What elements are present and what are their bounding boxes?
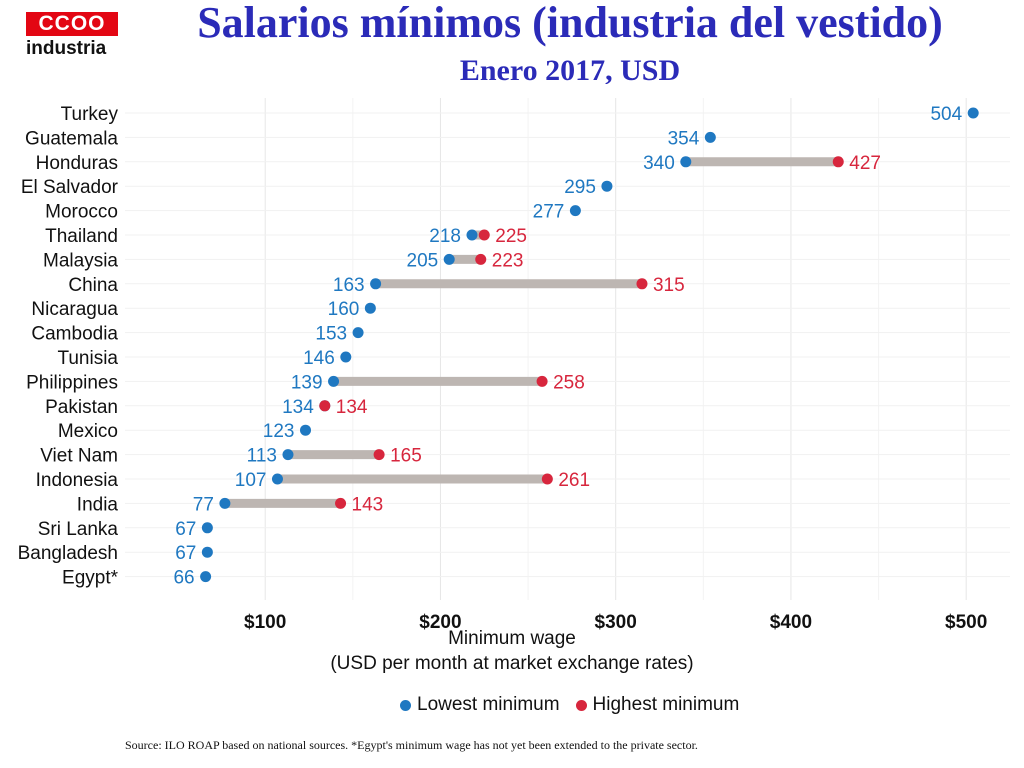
lowest-value-label: 153 [315,324,347,345]
lowest-point [601,180,613,192]
lowest-point [704,131,716,143]
lowest-point [328,375,340,387]
country-label: Turkey [61,104,119,125]
lowest-point [219,497,231,509]
logo-brand: CCOO [26,12,118,36]
lowest-value-label: 66 [173,568,194,589]
dumbbell-chart: $100 $200 $300 $400 $500 Turkey 504 Guatemala 35… [18,98,1010,630]
highest-value-label: 258 [553,372,585,393]
lowest-point [967,107,979,119]
highest-value-label: 427 [849,153,881,174]
lowest-value-label: 205 [407,250,439,271]
country-label: Tunisia [57,348,118,369]
country-label: India [77,494,119,515]
highest-point [335,497,347,509]
lowest-value-label: 77 [193,494,214,515]
highest-point [536,375,548,387]
country-label: Cambodia [31,324,118,345]
country-label: Indonesia [36,470,119,491]
lowest-point [282,449,294,461]
country-label: Morocco [45,202,118,223]
lowest-point [364,302,376,314]
lowest-value-label: 504 [930,104,962,125]
lowest-value-label: 277 [533,202,565,223]
highest-value-label: 225 [495,226,527,247]
x-tick-label: $100 [244,612,286,630]
lowest-point [200,571,212,583]
lowest-point [340,351,352,363]
highest-point [475,253,487,265]
lowest-point [201,522,213,534]
x-axis-subtitle: (USD per month at market exchange rates) [330,653,694,674]
page-title: Salarios mínimos (industria del vestido) [197,0,943,47]
highest-point [373,449,385,461]
lowest-point [466,229,478,241]
legend-lowest-marker [400,699,411,711]
lowest-point [352,327,364,339]
lowest-value-label: 107 [235,470,267,491]
legend-lowest-label: Lowest minimum [417,694,560,715]
highest-value-label: 223 [492,250,524,271]
lowest-point [201,546,213,558]
lowest-point [680,156,692,168]
lowest-point [271,473,283,485]
lowest-value-label: 113 [247,446,277,467]
lowest-value-label: 67 [175,519,196,540]
country-label: El Salvador [21,177,119,198]
legend-item-lowest: Lowest minimum [400,694,560,716]
lowest-value-label: 160 [328,299,360,320]
lowest-value-label: 218 [429,226,461,247]
highest-value-label: 143 [352,494,384,515]
highest-value-label: 261 [558,470,590,491]
highest-point [832,156,844,168]
country-label: Mexico [58,421,118,442]
highest-point [541,473,553,485]
source-note: Source: ILO ROAP based on national sourc… [125,738,698,752]
x-tick-label: $300 [595,612,637,630]
lowest-point [569,205,581,217]
highest-point [636,278,648,290]
country-label: Nicaragua [31,299,118,320]
lowest-value-label: 134 [282,397,314,418]
x-tick-label: $400 [770,612,812,630]
x-axis-title: Minimum wage [448,628,576,649]
legend-highest-label: Highest minimum [592,694,740,715]
highest-point [478,229,490,241]
lowest-value-label: 340 [643,153,675,174]
country-label: Honduras [36,153,118,174]
country-label: Bangladesh [18,543,118,564]
country-label: Malaysia [43,250,118,271]
highest-value-label: 165 [390,446,422,467]
lowest-value-label: 354 [668,128,700,149]
country-label: Guatemala [25,128,118,149]
x-tick-label: $500 [945,612,987,630]
highest-value-label: 134 [336,397,368,418]
highest-point [319,400,331,412]
country-label: Philippines [26,372,118,393]
lowest-point [300,424,312,436]
legend-highest-marker [575,699,587,711]
page-subtitle: Enero 2017, USD [459,54,681,84]
lowest-point [443,253,455,265]
legend-item-highest: Highest minimum [575,694,740,716]
country-label: Pakistan [45,397,118,418]
lowest-value-label: 295 [564,177,596,198]
country-label: China [68,275,118,296]
country-label: Viet Nam [40,446,118,467]
country-label: Sri Lanka [38,519,119,540]
lowest-value-label: 67 [175,543,196,564]
lowest-point [370,278,382,290]
highest-value-label: 315 [653,275,685,296]
lowest-value-label: 139 [291,372,323,393]
lowest-value-label: 123 [263,421,295,442]
legend: Lowest minimum Highest minimum [400,694,755,716]
lowest-value-label: 163 [333,275,365,296]
ccoo-logo: CCOO industria [26,12,118,60]
lowest-value-label: 146 [303,348,335,369]
country-label: Thailand [45,226,118,247]
logo-text: industria [26,38,107,59]
x-tick-label: $200 [419,612,461,630]
country-label: Egypt* [62,568,119,589]
